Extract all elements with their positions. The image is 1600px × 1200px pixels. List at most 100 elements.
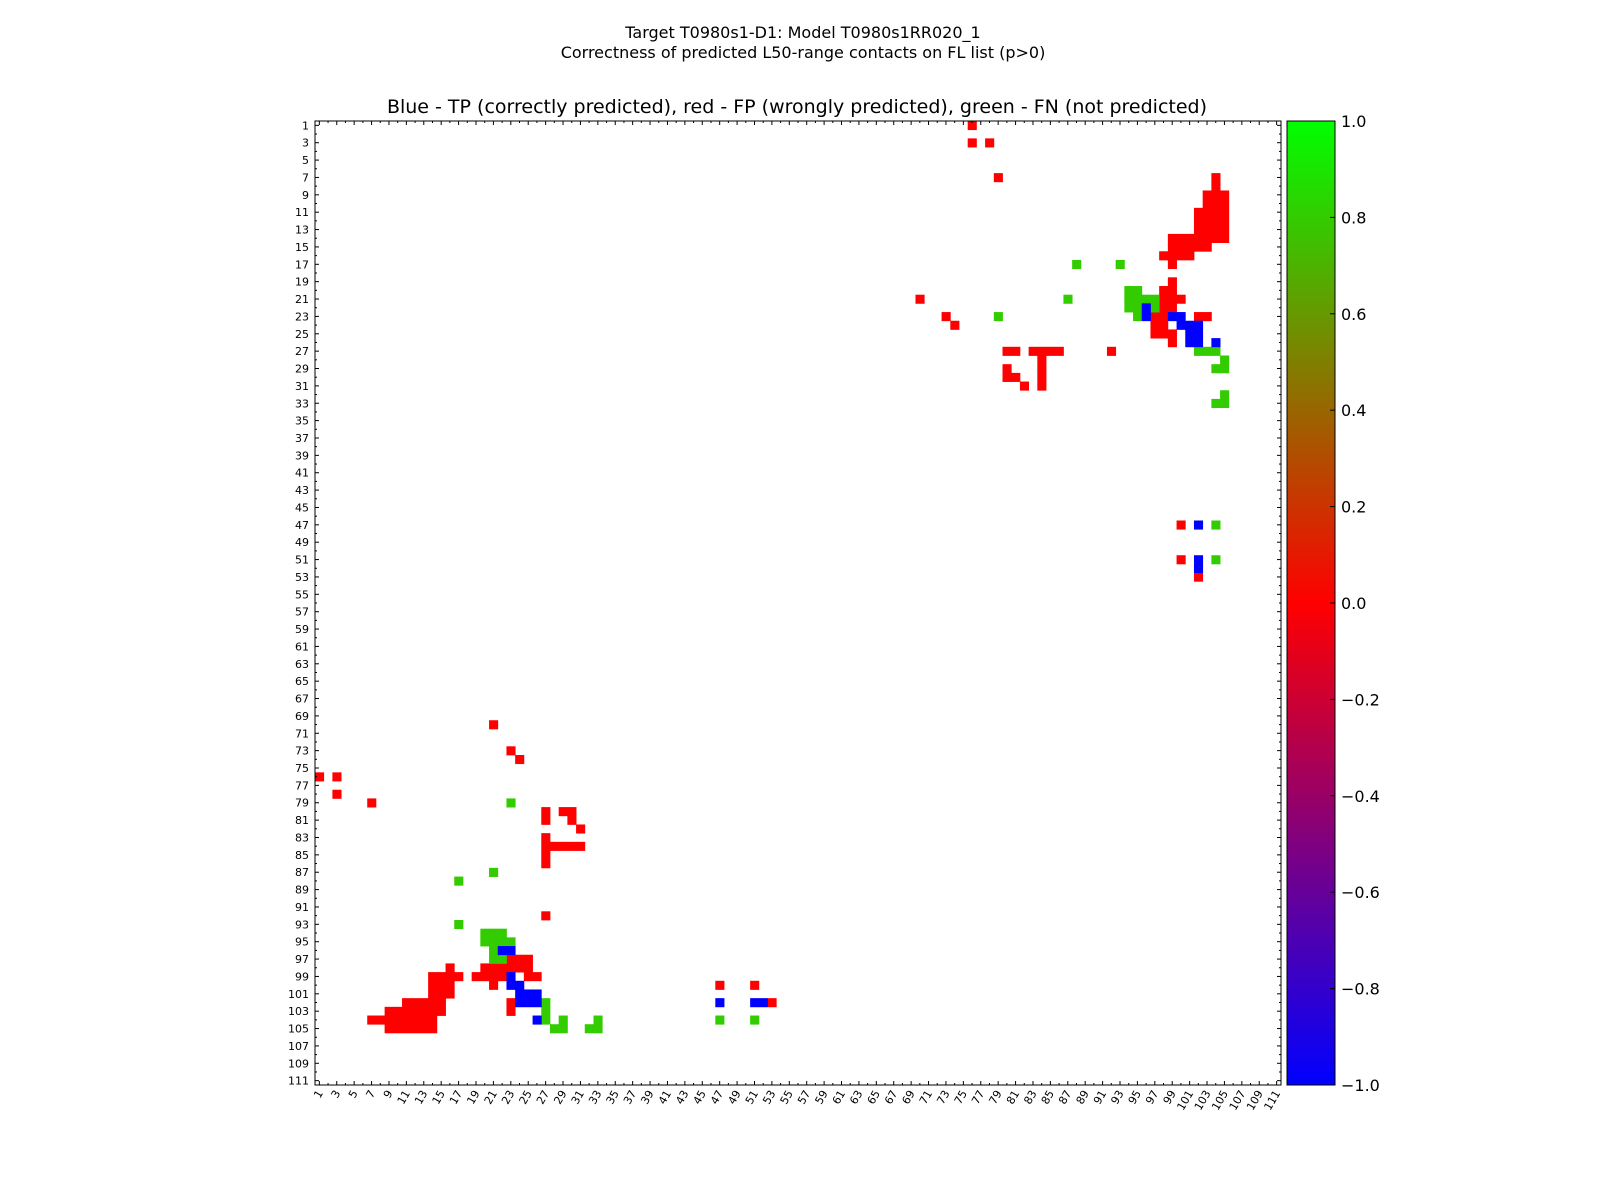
- x-tick-label: 75: [952, 1088, 970, 1107]
- tp-cell: [515, 989, 525, 999]
- tp-cell: [506, 980, 516, 990]
- suptitle-line1: Target T0980s1-D1: Model T0980s1RR020_1: [624, 23, 980, 43]
- tp-cell: [1176, 320, 1186, 330]
- fn-cell: [489, 928, 499, 938]
- fp-cell: [767, 998, 777, 1008]
- x-tick-label: 41: [656, 1088, 674, 1107]
- fp-cell: [419, 1024, 429, 1034]
- fp-cell: [454, 972, 464, 982]
- fp-cell: [1220, 233, 1230, 243]
- tp-cell: [1211, 338, 1221, 348]
- x-tick-label: 97: [1143, 1088, 1161, 1107]
- tp-cell: [532, 1015, 542, 1025]
- fp-cell: [1159, 329, 1169, 339]
- tp-cell: [1167, 312, 1177, 322]
- fp-cell: [402, 998, 412, 1008]
- y-tick-label: 15: [295, 241, 309, 254]
- colorbar-ticks: 1.0 0.8 0.6 0.4 0.2 0.0 −0.2 −0.4 −0.6 −0.8 −1.0: [1330, 112, 1380, 1095]
- fp-cell: [1011, 372, 1021, 382]
- colorbar: [1286, 120, 1336, 1086]
- fp-cell: [967, 121, 977, 131]
- x-tick-label: 103: [1192, 1088, 1214, 1113]
- fp-cell: [1202, 225, 1212, 235]
- fp-cell: [1185, 251, 1195, 261]
- fn-cell: [1211, 346, 1221, 356]
- y-tick-label: 57: [295, 606, 309, 619]
- x-tick-label: 21: [482, 1088, 500, 1107]
- fp-cell: [1046, 346, 1056, 356]
- fn-cell: [1133, 303, 1143, 313]
- colorbar-tick-label: −0.6: [1341, 883, 1380, 902]
- y-tick-label: 105: [288, 1023, 309, 1036]
- fp-cell: [1028, 346, 1038, 356]
- y-tick-label: 77: [295, 779, 309, 792]
- y-tick-label: 83: [295, 831, 309, 844]
- fp-cell: [558, 807, 568, 817]
- x-tick-label: 73: [934, 1088, 952, 1107]
- fp-cell: [402, 1024, 412, 1034]
- x-tick-label: 3: [329, 1088, 344, 1101]
- fp-cell: [1159, 251, 1169, 261]
- fp-cell: [410, 1015, 420, 1025]
- fn-cell: [1133, 286, 1143, 296]
- fp-cell: [1185, 233, 1195, 243]
- fn-cell: [480, 937, 490, 947]
- fp-cell: [436, 1006, 446, 1016]
- fp-cell: [497, 963, 507, 973]
- x-tick-label: 83: [1021, 1088, 1039, 1107]
- x-tick-label: 17: [447, 1088, 465, 1107]
- fp-cell: [410, 1006, 420, 1016]
- fp-cell: [523, 954, 533, 964]
- colorbar-tick-label: 1.0: [1341, 112, 1366, 131]
- fp-cell: [1220, 216, 1230, 226]
- fp-cell: [428, 1024, 438, 1034]
- x-tick-label: 11: [395, 1088, 413, 1107]
- fn-cell: [1150, 303, 1160, 313]
- x-tick-label: 85: [1039, 1088, 1057, 1107]
- fp-cell: [750, 980, 760, 990]
- x-tick-label: 87: [1056, 1088, 1074, 1107]
- fn-cell: [1124, 294, 1134, 304]
- fn-cell: [1211, 520, 1221, 530]
- fp-cell: [1159, 294, 1169, 304]
- fp-cell: [1002, 364, 1012, 374]
- fp-cell: [506, 954, 516, 964]
- fn-cell: [489, 937, 499, 947]
- x-tick-label: 91: [1091, 1088, 1109, 1107]
- fp-cell: [489, 963, 499, 973]
- fp-cell: [1037, 381, 1047, 391]
- fn-cell: [1220, 355, 1230, 365]
- fn-cell: [558, 1015, 568, 1025]
- fn-cell: [1211, 555, 1221, 565]
- fp-cell: [1220, 207, 1230, 217]
- y-tick-label: 47: [295, 519, 309, 532]
- fn-cell: [489, 946, 499, 956]
- fp-cell: [489, 972, 499, 982]
- fn-cell: [497, 954, 507, 964]
- y-tick-label: 35: [295, 415, 309, 428]
- fn-cell: [549, 1024, 560, 1034]
- fp-cell: [506, 746, 516, 756]
- fp-cell: [541, 850, 551, 860]
- tp-cell: [715, 998, 725, 1008]
- fn-cell: [541, 998, 551, 1008]
- tp-cell: [1176, 312, 1186, 322]
- fp-cell: [1159, 286, 1169, 296]
- fp-cell: [1037, 355, 1047, 365]
- fp-cell: [506, 963, 516, 973]
- fp-cell: [471, 972, 481, 982]
- y-tick-label: 65: [295, 675, 309, 688]
- tp-cell: [1193, 338, 1204, 348]
- fp-cell: [1211, 207, 1221, 217]
- x-tick-label: 7: [363, 1088, 378, 1101]
- fn-cell: [1141, 294, 1151, 304]
- y-tick-label: 69: [295, 710, 309, 723]
- fp-cell: [967, 138, 977, 148]
- fp-cell: [445, 972, 455, 982]
- x-tick-label: 109: [1244, 1088, 1266, 1113]
- fp-cell: [436, 972, 446, 982]
- fp-cell: [410, 1024, 420, 1034]
- fp-cell: [506, 998, 516, 1008]
- axis-ticks: [315, 121, 1281, 1085]
- fp-cell: [515, 963, 525, 973]
